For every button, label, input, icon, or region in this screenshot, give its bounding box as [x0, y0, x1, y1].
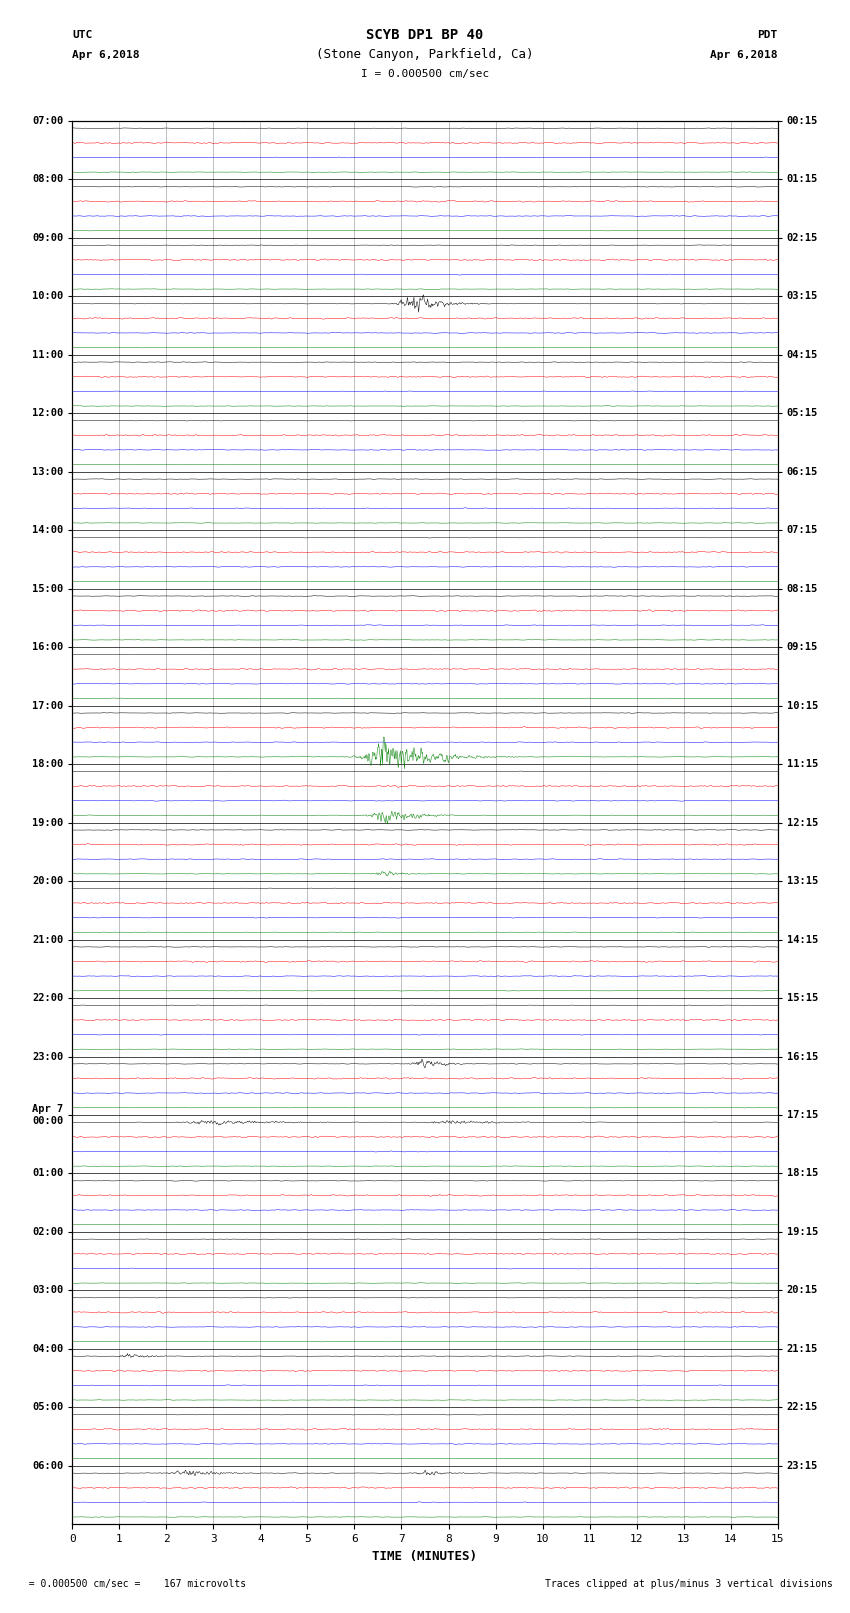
Text: PDT: PDT: [757, 31, 778, 40]
Text: SCYB DP1 BP 40: SCYB DP1 BP 40: [366, 29, 484, 42]
Text: Apr 6,2018: Apr 6,2018: [711, 50, 778, 60]
Text: UTC: UTC: [72, 31, 93, 40]
Text: Apr 6,2018: Apr 6,2018: [72, 50, 139, 60]
Text: (Stone Canyon, Parkfield, Ca): (Stone Canyon, Parkfield, Ca): [316, 48, 534, 61]
Text: Traces clipped at plus/minus 3 vertical divisions: Traces clipped at plus/minus 3 vertical …: [545, 1579, 833, 1589]
X-axis label: TIME (MINUTES): TIME (MINUTES): [372, 1550, 478, 1563]
Text: I = 0.000500 cm/sec: I = 0.000500 cm/sec: [361, 69, 489, 79]
Text: = 0.000500 cm/sec =    167 microvolts: = 0.000500 cm/sec = 167 microvolts: [17, 1579, 246, 1589]
